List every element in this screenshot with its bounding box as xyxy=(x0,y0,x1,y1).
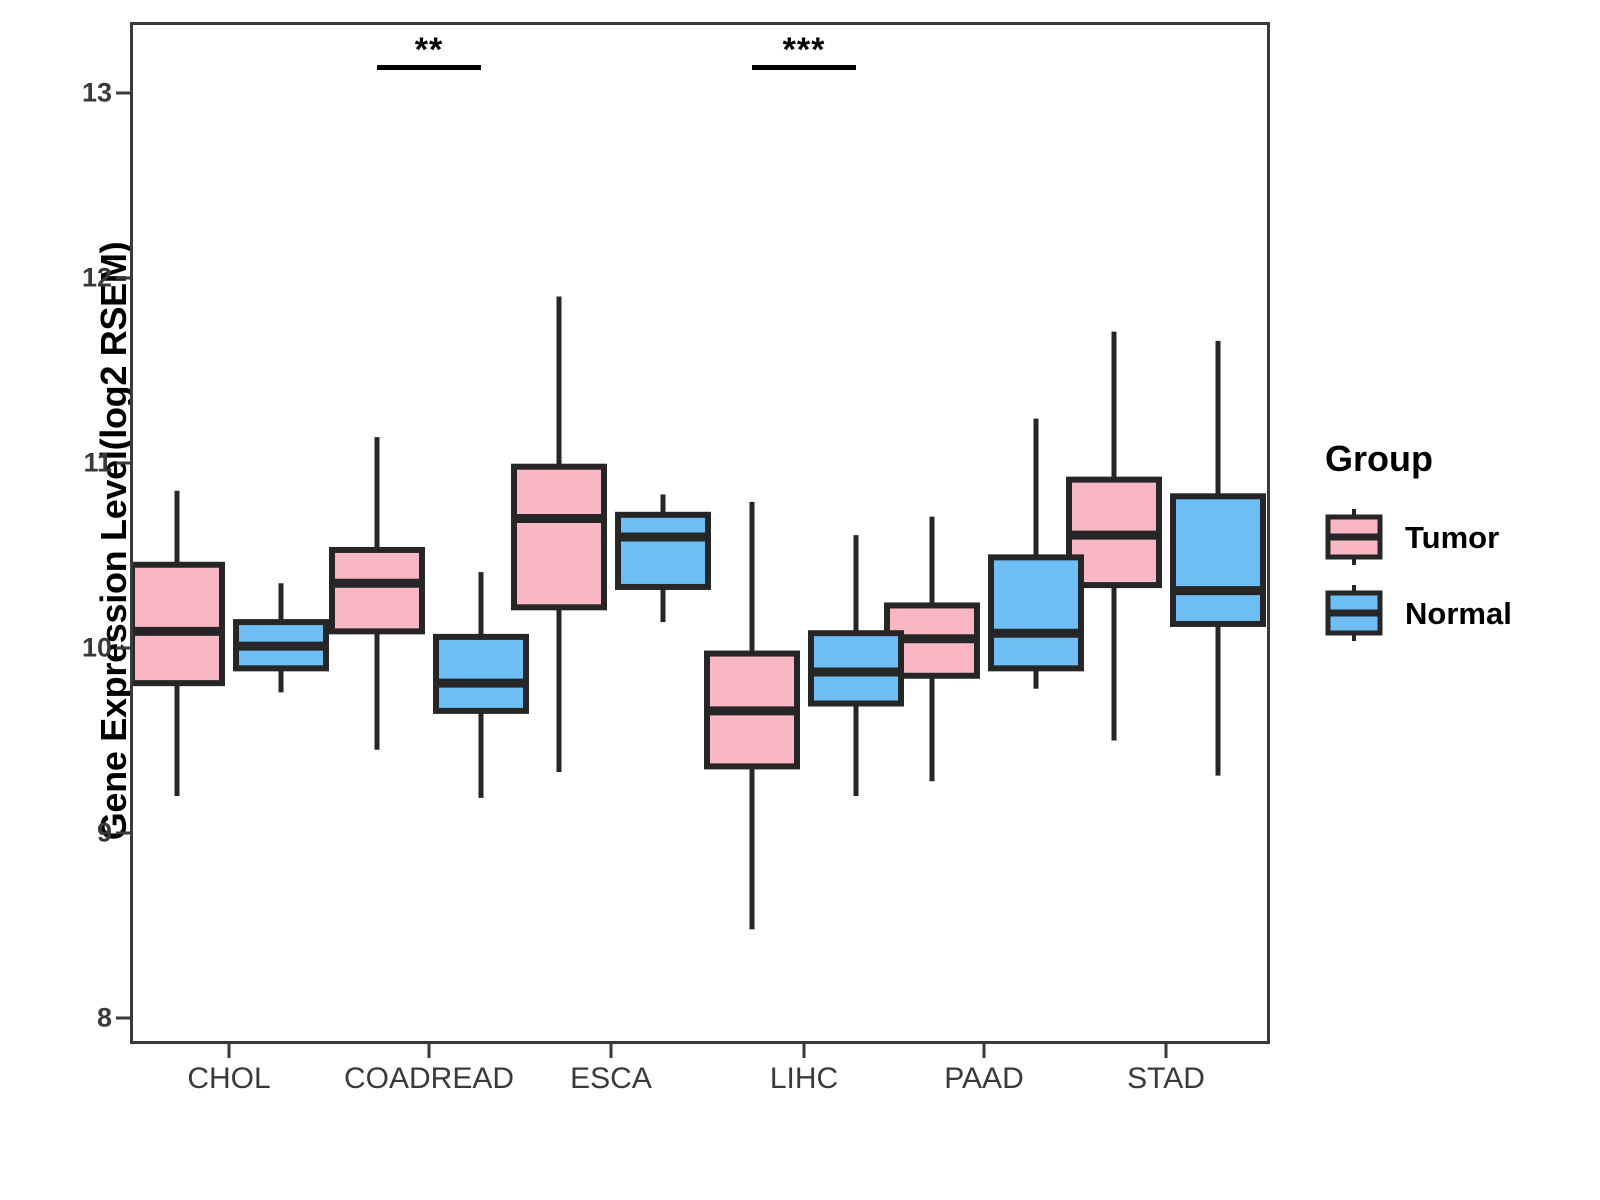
x-axis-tick-mark xyxy=(1164,1044,1168,1058)
significance-stars: *** xyxy=(782,31,826,70)
y-axis-tick-mark xyxy=(116,91,130,95)
x-axis-tick-label: CHOL xyxy=(187,1062,271,1095)
y-axis-title: Gene Expression Level(log2 RSEM) xyxy=(93,241,134,841)
y-axis-tick-mark xyxy=(116,646,130,650)
x-axis-tick-label: STAD xyxy=(1127,1062,1205,1095)
y-axis-tick-mark xyxy=(116,831,130,835)
legend-item-tumor[interactable]: Tumor xyxy=(1325,506,1585,570)
legend-item-normal[interactable]: Normal xyxy=(1325,582,1585,646)
box-coadread-normal xyxy=(433,572,529,798)
box-stad-normal xyxy=(1170,340,1266,776)
box-rect xyxy=(433,633,529,714)
significance-stars: ** xyxy=(414,31,444,70)
significance-bar xyxy=(377,65,481,71)
box-paad-normal xyxy=(988,418,1084,689)
y-axis-tick-mark xyxy=(116,276,130,280)
box-stad-tumor xyxy=(1066,331,1162,741)
x-axis-tick-mark xyxy=(427,1044,431,1058)
boxplot-canvas xyxy=(133,296,1266,930)
x-axis-tick-label: LIHC xyxy=(769,1062,839,1095)
x-axis-tick-label: PAAD xyxy=(944,1062,1024,1095)
significance-bar xyxy=(752,65,856,71)
legend-title: Group xyxy=(1325,438,1433,479)
box-rect xyxy=(511,463,607,611)
y-axis-tick-mark xyxy=(116,1016,130,1020)
box-rect xyxy=(133,561,225,687)
legend-label: Tumor xyxy=(1405,520,1500,555)
box-chol-tumor xyxy=(133,490,225,796)
legend-key-icon xyxy=(1325,507,1383,569)
legend-label: Normal xyxy=(1405,596,1512,631)
box-rect xyxy=(615,511,711,590)
box-esca-normal xyxy=(615,494,711,623)
y-axis-tick-label: 9 xyxy=(96,817,112,848)
box-esca-tumor xyxy=(511,296,607,772)
y-axis-tick-mark xyxy=(116,461,130,465)
box-rect xyxy=(988,554,1084,672)
box-lihc-tumor xyxy=(704,501,800,930)
plot-panel xyxy=(130,22,1270,1044)
legend: Group Tumor Normal xyxy=(1325,438,1585,658)
x-axis-tick-label: ESCA xyxy=(570,1062,652,1095)
x-axis-tick-mark xyxy=(609,1044,613,1058)
box-coadread-tumor xyxy=(329,437,425,750)
x-axis-tick-mark xyxy=(982,1044,986,1058)
legend-entries: Tumor Normal xyxy=(1325,506,1585,646)
y-axis-tick-label: 13 xyxy=(81,77,112,108)
y-axis-tick-label: 8 xyxy=(96,1002,112,1033)
box-lihc-normal xyxy=(808,535,904,796)
box-rect xyxy=(1170,493,1266,627)
box-chol-normal xyxy=(233,583,329,693)
x-axis-tick-mark xyxy=(802,1044,806,1058)
y-axis-tick-label: 11 xyxy=(83,447,112,478)
y-axis-tick-label: 12 xyxy=(81,262,112,293)
x-axis-tick-mark xyxy=(227,1044,231,1058)
x-axis-tick-label: COADREAD xyxy=(343,1062,515,1095)
y-axis-tick-label: 10 xyxy=(81,632,112,663)
legend-key-icon xyxy=(1325,583,1383,645)
box-rect xyxy=(329,546,425,635)
